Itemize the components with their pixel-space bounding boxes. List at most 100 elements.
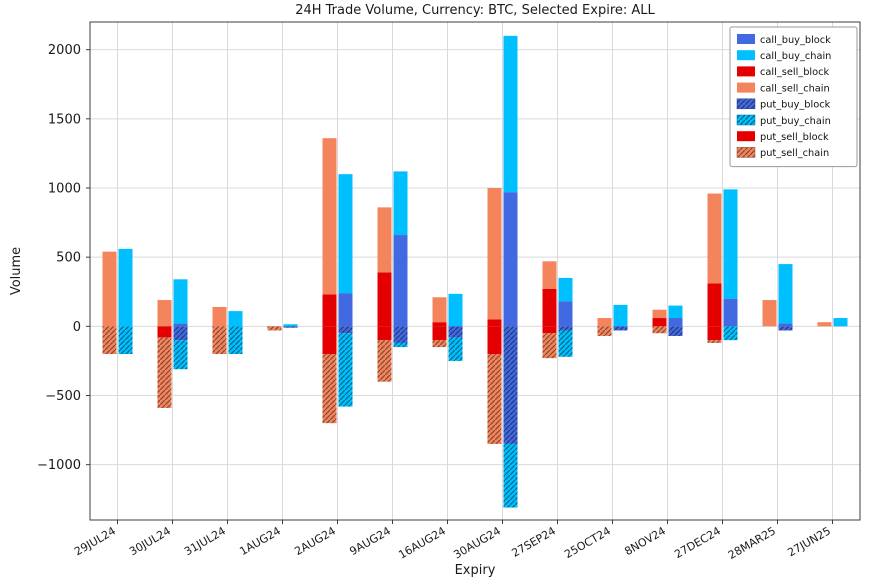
legend-item: put_sell_block [737, 131, 829, 143]
bar-put_buy_chain [228, 326, 243, 354]
chart-title: 24H Trade Volume, Currency: BTC, Selecte… [295, 3, 655, 18]
bar-call_buy_chain [393, 171, 408, 236]
bar-call_buy_block [668, 318, 683, 327]
bar-put_buy_chain [393, 342, 408, 348]
legend-label: put_buy_chain [760, 116, 831, 127]
bar-put_buy_block [668, 326, 683, 337]
y-tick-label: 2000 [48, 43, 81, 58]
bar-call_sell_chain [157, 300, 172, 327]
bar-put_sell_block [432, 326, 447, 341]
bar-call_sell_chain [432, 297, 447, 323]
bar-call_buy_chain [723, 189, 738, 299]
bar-put_buy_block [613, 326, 628, 331]
bar-call_buy_block [393, 235, 408, 327]
bar-call_sell_block [487, 319, 502, 327]
y-axis: −1000 −500 0 500 1000 1500 2000 [37, 43, 90, 473]
bar-put_sell_chain [322, 354, 337, 424]
bar-call_buy_block [558, 301, 573, 327]
bar-call_sell_block [707, 283, 722, 327]
bar-put_sell_block [487, 326, 502, 354]
legend-label: put_buy_block [760, 100, 831, 111]
bar-call_buy_chain [833, 318, 848, 327]
bar-put_sell_chain [487, 354, 502, 444]
bar-call_buy_chain [283, 324, 298, 327]
legend-swatch [737, 50, 755, 61]
x-axis-label: Expiry [455, 563, 496, 578]
bar-put_buy_chain [118, 326, 133, 354]
bar-put_sell_chain [652, 326, 667, 334]
bar-call_sell_chain [817, 322, 832, 327]
bar-put_buy_block [558, 326, 573, 331]
bar-call_buy_block [173, 323, 188, 327]
bar-call_buy_chain [558, 277, 573, 302]
bar-put_sell_chain [212, 326, 227, 354]
y-tick-label: −500 [45, 389, 81, 404]
bar-put_sell_block [322, 326, 337, 354]
bar-put_buy_chain [448, 337, 463, 361]
bar-call_sell_chain [102, 251, 117, 327]
bar-put_sell_chain [542, 333, 557, 359]
bar-call_sell_chain [652, 309, 667, 319]
bar-call_buy_chain [778, 264, 793, 324]
y-axis-label: Volume [9, 247, 24, 295]
bar-call_buy_chain [613, 304, 628, 327]
legend-label: put_sell_block [760, 132, 829, 143]
bar-put_sell_chain [707, 340, 722, 343]
bar-put_buy_block [393, 326, 408, 343]
legend-swatch [737, 131, 755, 142]
bar-put_sell_block [377, 326, 392, 341]
bar-call_buy_block [778, 323, 793, 327]
bar-call_sell_chain [377, 207, 392, 273]
legend-label: call_sell_chain [760, 83, 830, 94]
bar-put_sell_chain [102, 326, 117, 354]
bar-put_buy_chain [558, 330, 573, 357]
legend-swatch [737, 82, 755, 93]
legend-box [729, 26, 858, 168]
legend-swatch [737, 66, 755, 77]
y-tick-label: 1000 [48, 182, 81, 197]
bar-call_buy_chain [503, 35, 518, 193]
legend-swatch [736, 98, 756, 110]
bar-call_buy_chain [118, 248, 133, 327]
bar-put_buy_chain [338, 333, 353, 407]
legend-item: put_buy_block [736, 98, 831, 111]
bar-call_sell_chain [322, 138, 337, 295]
bar-call_sell_chain [762, 300, 777, 327]
bar-call_sell_block [432, 322, 447, 327]
y-tick-label: 1500 [48, 112, 81, 127]
legend-swatch [736, 147, 756, 158]
bar-call_buy_chain [173, 279, 188, 324]
bar-put_buy_block [173, 326, 188, 341]
bar-put_buy_block [778, 326, 793, 331]
bar-put_sell_chain [597, 326, 612, 337]
bar-call_sell_block [542, 288, 557, 327]
bar-call_buy_block [503, 192, 518, 327]
bar-put_buy_block [338, 326, 353, 334]
bar-put_buy_block [448, 326, 463, 338]
legend-label: call_sell_block [760, 67, 830, 78]
bars [102, 35, 848, 508]
bar-call_sell_chain [597, 318, 612, 327]
bar-call_sell_chain [707, 193, 722, 284]
bar-put_sell_block [157, 326, 172, 338]
bar-call_sell_block [377, 272, 392, 327]
legend-item: call_sell_block [737, 66, 830, 78]
bar-put_buy_chain [503, 443, 518, 508]
bar-call_buy_block [723, 298, 738, 327]
legend-label: put_sell_chain [760, 148, 829, 159]
legend-item: put_sell_chain [736, 147, 829, 159]
bar-call_buy_chain [668, 305, 683, 319]
bar-put_sell_block [707, 326, 722, 341]
bar-call_sell_block [322, 294, 337, 327]
legend-item: call_buy_chain [737, 50, 831, 62]
bar-call_sell_chain [487, 188, 502, 320]
bar-put_buy_block [503, 326, 518, 444]
y-tick-label: −1000 [37, 458, 81, 473]
bar-put_sell_block [542, 326, 557, 334]
bar-put_sell_chain [267, 326, 282, 331]
bar-put_sell_chain [432, 340, 447, 348]
plot-border [89, 21, 861, 521]
legend: call_buy_block call_buy_chain call_sell_bl… [729, 26, 858, 168]
bar-call_sell_chain [542, 261, 557, 289]
